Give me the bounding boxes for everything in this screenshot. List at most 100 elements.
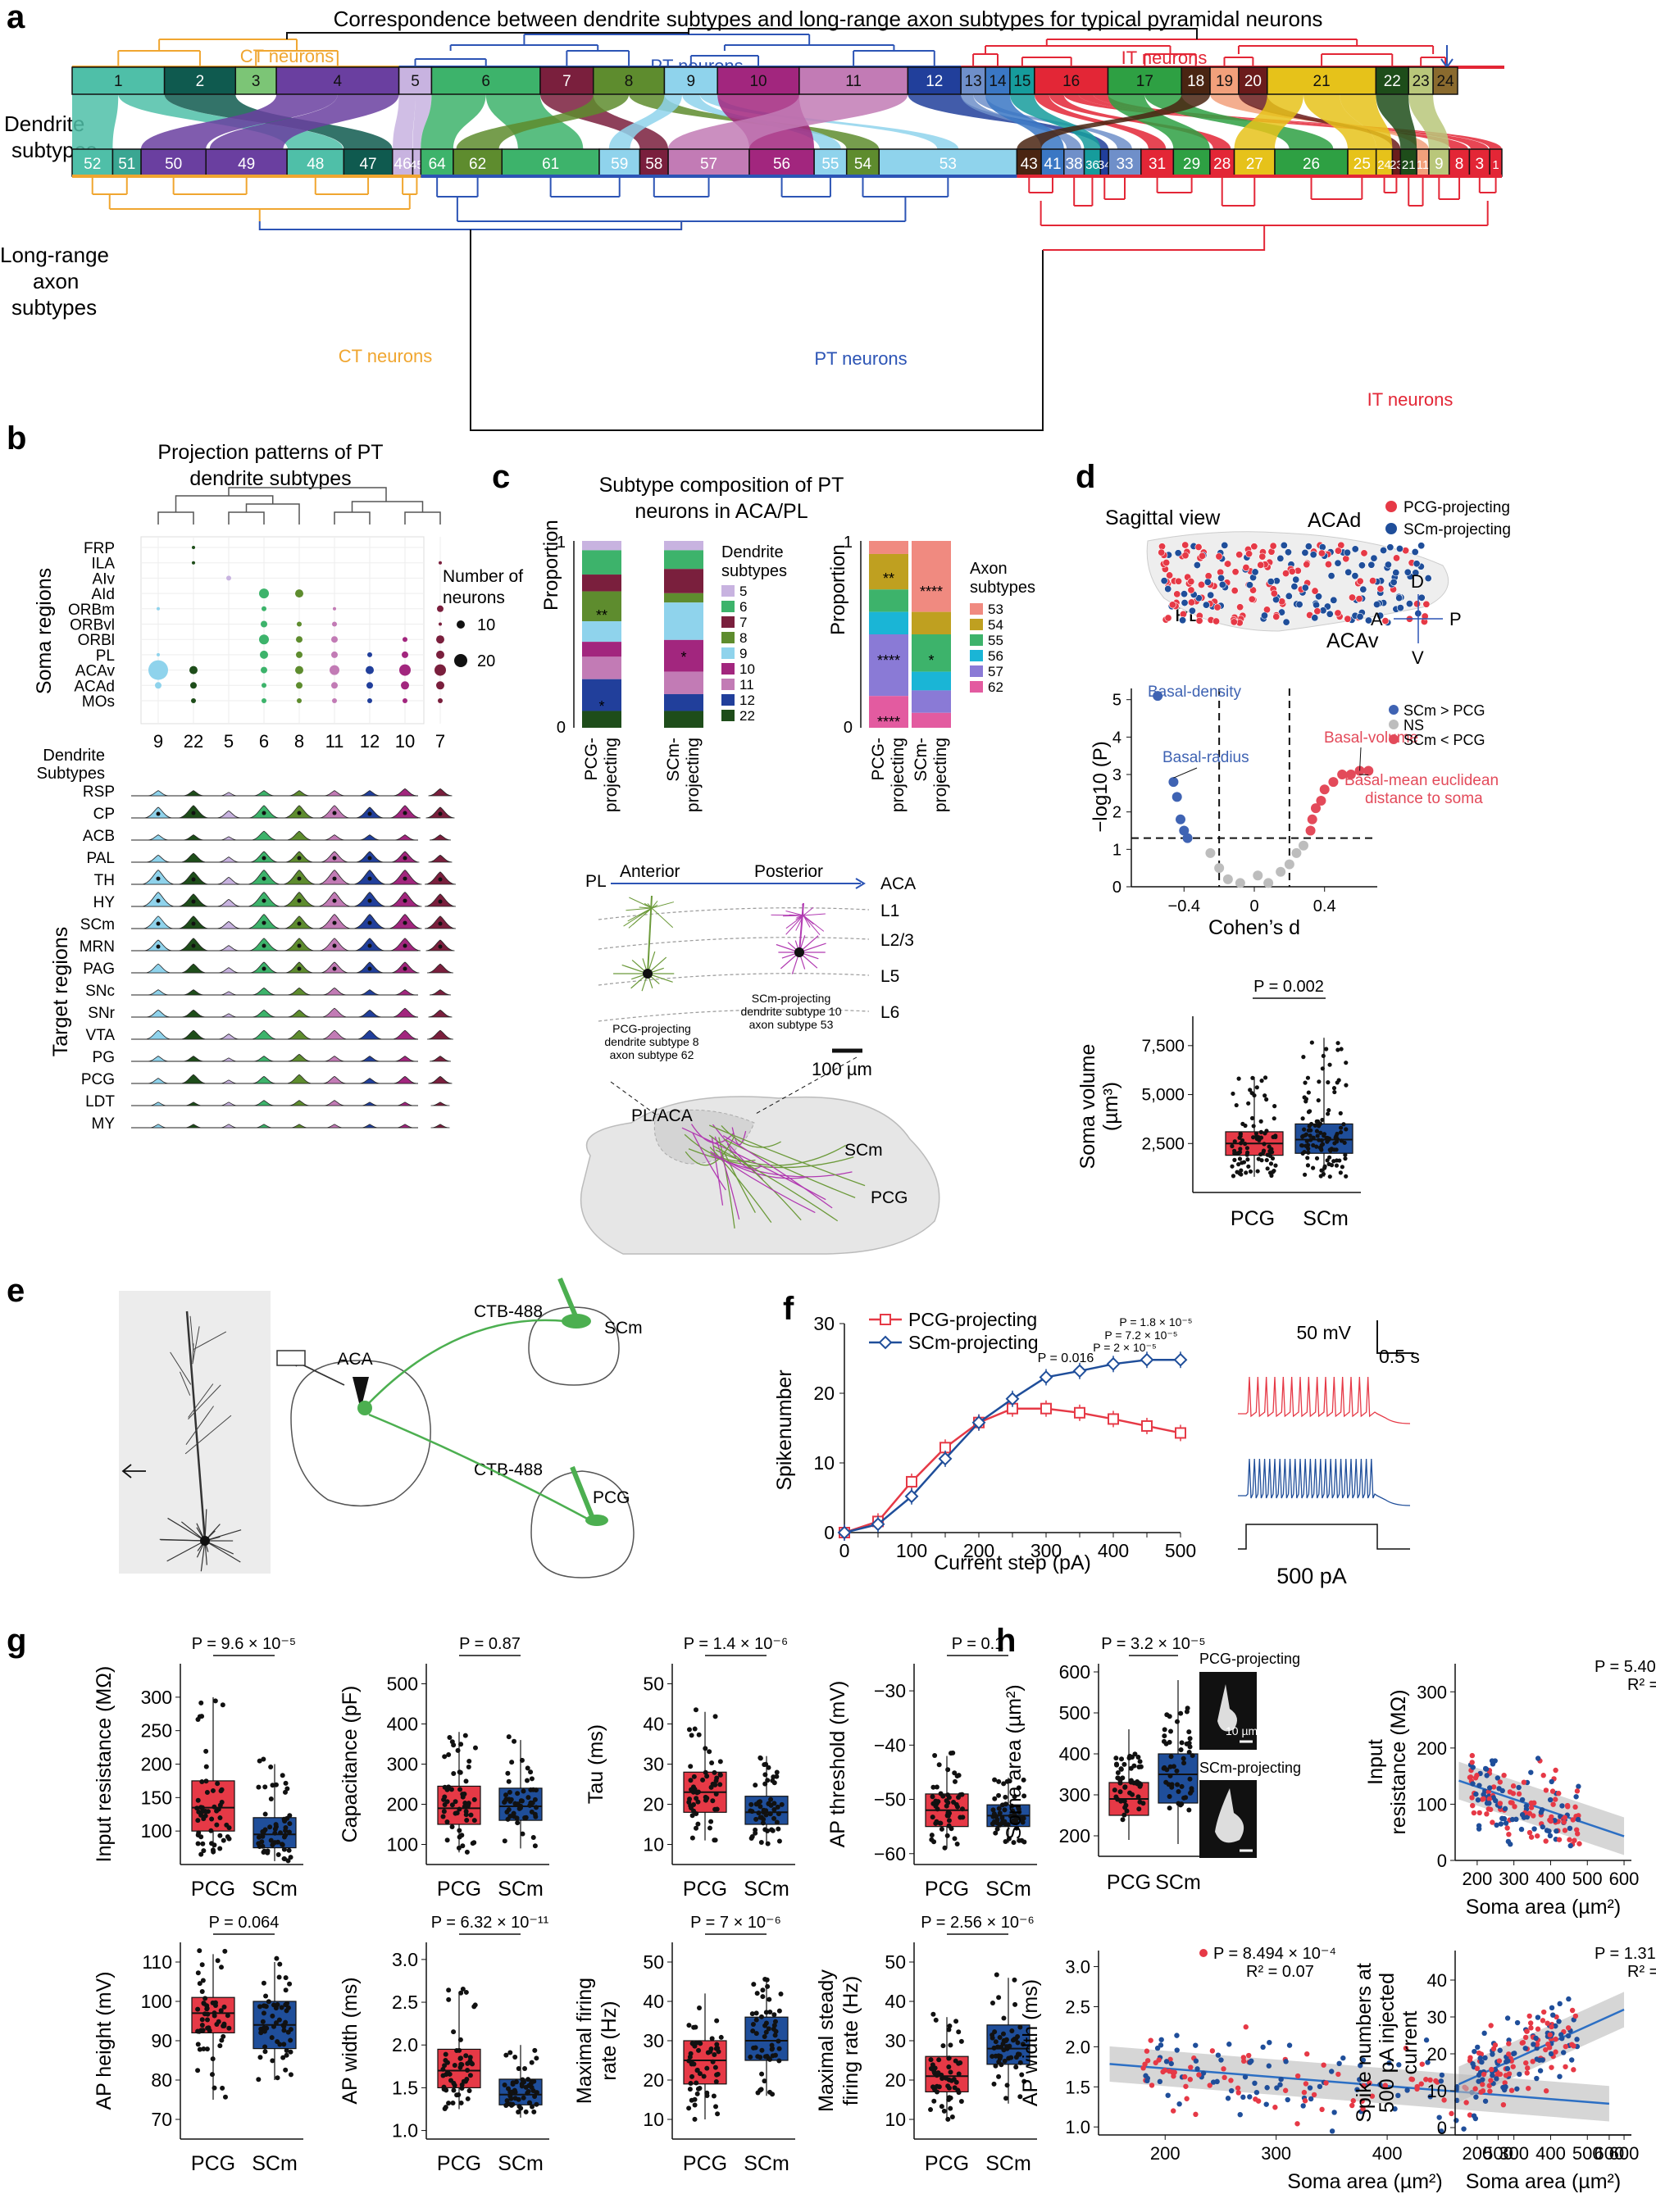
anat-axon-21 bbox=[716, 1155, 816, 1214]
g-ytick-2-0: 10 bbox=[643, 1834, 664, 1855]
g-pt-2-pcg-46 bbox=[691, 1808, 697, 1814]
h-pt-scm-28 bbox=[1168, 1728, 1174, 1734]
anat-cell1-0: PCG-projecting bbox=[612, 1022, 691, 1035]
g-pt-3-pcg-5 bbox=[930, 1794, 935, 1800]
g-pt-2-scm-18 bbox=[749, 1809, 755, 1815]
g-pt-6-pcg-45 bbox=[711, 2093, 717, 2099]
g-p-1: P = 0.87 bbox=[459, 1635, 521, 1653]
g-ytick-7-0: 10 bbox=[885, 2109, 906, 2130]
soma-dot-9-7 bbox=[401, 681, 409, 690]
g-pt-6-pcg-48 bbox=[687, 2087, 693, 2092]
hs-ytick-0-3: 300 bbox=[1417, 1682, 1447, 1702]
volcano-ann-density: Basal-density bbox=[1148, 684, 1242, 701]
sagittal-cell-188 bbox=[1348, 593, 1356, 602]
ribbon-22-0 bbox=[1376, 94, 1417, 149]
hs-pt-2-81 bbox=[1482, 2055, 1488, 2061]
g-pt-6-scm-13 bbox=[771, 2012, 777, 2018]
g-pt-7-pcg-42 bbox=[947, 2095, 953, 2101]
g-p-5: P = 6.32 × 10⁻¹¹ bbox=[431, 1914, 549, 1932]
g-ytick-1-1: 200 bbox=[387, 1794, 418, 1815]
g-pt-6-pcg-14 bbox=[714, 2018, 720, 2024]
g-pt-4-pcg-16 bbox=[222, 1948, 228, 1954]
g-pt-0-scm-45 bbox=[270, 1783, 275, 1788]
hs-pt-1-111 bbox=[1349, 2102, 1355, 2109]
dbox-pcg-pt-46 bbox=[1249, 1115, 1255, 1120]
g-pt-4-pcg-17 bbox=[221, 2033, 226, 2039]
g-pt-2-pcg-31 bbox=[717, 1772, 723, 1778]
sagittal-cell-214 bbox=[1334, 547, 1342, 555]
g-pt-6-pcg-10 bbox=[704, 2065, 710, 2071]
c-scm-dend-seg-7 bbox=[664, 693, 703, 711]
g-pt-2-pcg-44 bbox=[695, 1821, 701, 1827]
hs-pt-1-104 bbox=[1329, 2069, 1335, 2074]
violin-10-8 bbox=[428, 1009, 453, 1018]
c-axon-legend-swatch-62 bbox=[970, 681, 983, 693]
target-region-SCm: SCm bbox=[80, 916, 115, 933]
subtype-tick-9: 9 bbox=[153, 731, 163, 752]
dbox-scm-pt-107 bbox=[1308, 1121, 1314, 1127]
dbox-scm-pt-4 bbox=[1318, 1130, 1323, 1135]
legend-title-1: Number of bbox=[443, 567, 523, 586]
axon-label-50: 50 bbox=[165, 156, 182, 173]
g-pt-5-pcg-50 bbox=[457, 2055, 463, 2061]
g-pt-2-pcg-8 bbox=[689, 1813, 695, 1819]
sagittal-acav: ACAv bbox=[1326, 629, 1379, 652]
hs-pt-0-84 bbox=[1576, 1813, 1581, 1819]
sagittal-cell-194 bbox=[1417, 542, 1426, 550]
g-pt-6-scm-53 bbox=[769, 2042, 775, 2048]
hs-pt-2-62 bbox=[1476, 2072, 1482, 2078]
g-pt-2-pcg-34 bbox=[690, 1802, 696, 1808]
g-pt-0-scm-47 bbox=[268, 1796, 274, 1802]
axon-label-62: 62 bbox=[469, 156, 486, 173]
g-pt-7-pcg-23 bbox=[958, 2038, 964, 2044]
violin-median-4-7 bbox=[403, 876, 407, 881]
e-photo-oblique-3 bbox=[185, 1406, 214, 1445]
g-pt-2-pcg-45 bbox=[708, 1819, 714, 1824]
sagittal-cell-230 bbox=[1358, 561, 1366, 570]
g-pt-4-scm-29 bbox=[273, 2020, 279, 2026]
g-ylabel-6-b: rate (Hz) bbox=[598, 2001, 621, 2080]
h-pt-scm-22 bbox=[1187, 1776, 1193, 1782]
violin-15-2 bbox=[219, 1124, 239, 1129]
g-pt-3-pcg-15 bbox=[946, 1818, 952, 1824]
sagittal-cell-233 bbox=[1215, 552, 1223, 561]
g-pt-4-scm-43 bbox=[277, 1961, 283, 1967]
violin-14-6 bbox=[360, 1101, 380, 1106]
g-cat-pcg-6: PCG bbox=[683, 2152, 727, 2175]
violin-median-3-4 bbox=[297, 856, 302, 861]
g-pt-3-pcg-36 bbox=[938, 1820, 944, 1826]
dbox-scm-pt-95 bbox=[1329, 1163, 1335, 1168]
dbox-scm-pt-65 bbox=[1314, 1156, 1320, 1161]
h-cat-pcg: PCG bbox=[1107, 1871, 1151, 1894]
hs-pt-2-67 bbox=[1524, 2070, 1530, 2076]
hs-pt-1-105 bbox=[1218, 2057, 1224, 2063]
c-left-ytick-0: 0 bbox=[557, 719, 566, 737]
ribbon-21-0 bbox=[1234, 94, 1304, 149]
g-pt-7-scm-25 bbox=[997, 2034, 1003, 2040]
violin-median-3-5 bbox=[332, 856, 337, 861]
sagittal-cell-208 bbox=[1250, 543, 1258, 551]
ribbon-15-0 bbox=[1009, 94, 1101, 149]
g-pt-1-scm-46 bbox=[507, 1789, 512, 1795]
g-pt-3-scm-51 bbox=[997, 1810, 1003, 1816]
b-dendro-left bbox=[175, 495, 274, 512]
hs-pt-1-50 bbox=[1162, 2067, 1168, 2073]
e-injection-aca bbox=[357, 1401, 372, 1415]
c-left-ytick-1: 1 bbox=[557, 534, 566, 552]
h-pt-scm-39 bbox=[1166, 1782, 1171, 1787]
g-pt-7-pcg-27 bbox=[948, 2105, 953, 2111]
sagittal-cell-59 bbox=[1411, 547, 1419, 556]
g-pt-0-pcg-24 bbox=[221, 1837, 226, 1843]
hs-pt-0-146 bbox=[1513, 1816, 1519, 1823]
axon-label-45: 45 bbox=[410, 158, 424, 172]
violin-12-6 bbox=[358, 1056, 381, 1062]
g-pt-0-scm-32 bbox=[256, 1834, 262, 1840]
h-pt-scm-34 bbox=[1176, 1788, 1181, 1794]
axon-subtype-58 bbox=[639, 148, 669, 177]
g-pt-5-scm-50 bbox=[531, 2109, 537, 2114]
g-pt-5-scm-32 bbox=[525, 2089, 531, 2095]
g-pt-3-pcg-43 bbox=[942, 1845, 948, 1851]
g-pt-4-scm-48 bbox=[256, 2077, 262, 2083]
g-pt-4-scm-53 bbox=[262, 2003, 268, 2009]
h-pt-pcg-15 bbox=[1135, 1754, 1141, 1760]
